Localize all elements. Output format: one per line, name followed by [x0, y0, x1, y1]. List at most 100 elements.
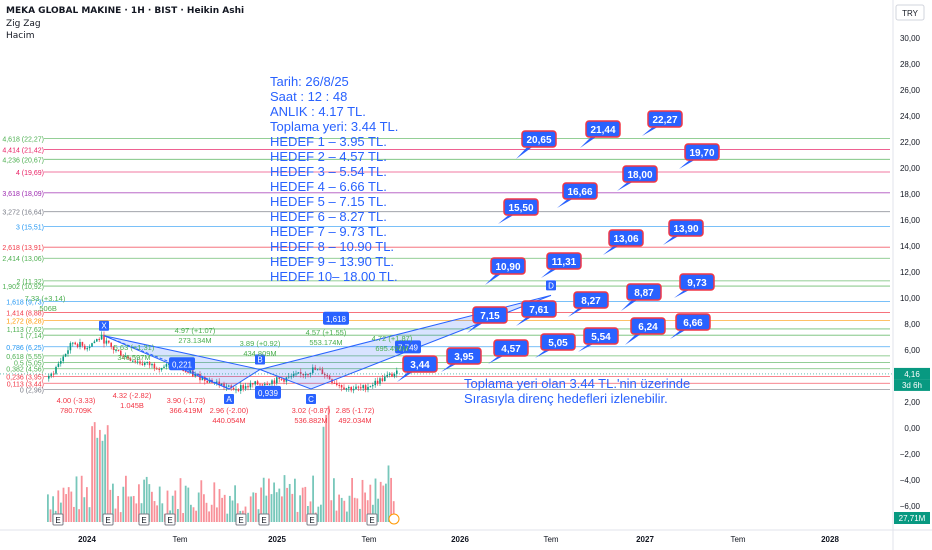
pattern-point-label: D — [548, 281, 554, 290]
candle — [321, 369, 324, 374]
volume-bar — [351, 477, 353, 522]
pattern-point-marker — [546, 280, 556, 291]
candle — [144, 363, 146, 365]
candle — [88, 346, 91, 349]
candle — [62, 356, 64, 362]
target-tag — [679, 273, 715, 291]
price-tick-label: 30,00 — [900, 34, 921, 43]
volume-bar — [86, 487, 88, 522]
volume-bar — [234, 485, 236, 522]
volume-bar — [379, 481, 382, 522]
volume-bar — [138, 484, 140, 522]
volume-bar — [73, 506, 75, 522]
earnings-marker-label: E — [55, 516, 60, 525]
volume-bar — [283, 475, 286, 522]
candle — [348, 387, 350, 389]
candle — [220, 383, 223, 386]
candle — [302, 373, 304, 376]
volume-bar — [80, 475, 83, 522]
volume-bar — [304, 486, 307, 522]
volume-bar — [132, 495, 135, 522]
volume-bar — [187, 487, 190, 522]
info-line: HEDEF 10– 18.00 TL. — [270, 269, 398, 284]
volume-bar — [343, 500, 346, 522]
target-tag-label: 21,44 — [590, 125, 615, 136]
volume-bar — [309, 501, 312, 522]
candle — [189, 370, 192, 373]
volume-bar — [260, 487, 262, 522]
fib-level-label: 0,786 (6,25) — [6, 345, 44, 352]
volume-bar — [299, 495, 301, 522]
volume-bar — [210, 504, 213, 522]
volume-bar — [348, 495, 351, 522]
info-line: Toplama yeri: 3.44 TL. — [270, 119, 398, 134]
candle — [386, 374, 388, 377]
candle — [139, 361, 141, 364]
candle — [280, 378, 283, 380]
volume-bar — [88, 507, 91, 522]
volume-bar — [166, 490, 169, 522]
candle — [242, 385, 244, 389]
volume-bar — [62, 487, 65, 522]
volume-bar — [353, 497, 356, 522]
info-line: HEDEF 4 – 6.66 TL. — [270, 179, 387, 194]
zigzag-label: 2.96 (-2.00) — [210, 406, 249, 415]
info-line: Saat : 12 : 48 — [270, 89, 347, 104]
info-line: ANLIK : 4.17 TL. — [270, 104, 366, 119]
candle — [132, 360, 134, 362]
volume-bar — [161, 503, 164, 522]
candle — [108, 340, 110, 343]
candle — [247, 386, 249, 388]
candle — [362, 385, 364, 389]
candle — [100, 334, 103, 340]
info-line: HEDEF 7 – 9.73 TL. — [270, 224, 387, 239]
fib-level-label: 3,272 (16,64) — [2, 210, 44, 217]
volume-bar — [359, 508, 361, 522]
volume-bar — [327, 405, 330, 522]
candle — [208, 379, 211, 383]
volume-badge — [894, 512, 930, 524]
zigzag-indicator-label[interactable]: Zig Zag — [6, 19, 41, 29]
volume-bar — [106, 425, 109, 522]
volume-bar — [382, 485, 385, 522]
volume-bar — [320, 504, 322, 522]
fib-level-label: 0,618 (5,55) — [6, 354, 44, 361]
pattern-ratio-box — [255, 385, 281, 399]
candle — [297, 372, 300, 374]
pattern-ratio-box — [169, 357, 195, 371]
price-tick-label: 26,00 — [900, 86, 921, 95]
volume-bar — [57, 490, 60, 522]
target-tag — [490, 257, 526, 275]
candle — [163, 366, 165, 368]
fib-level-label: 3 (15,51) — [16, 224, 44, 231]
volume-bar — [135, 503, 138, 522]
candle — [266, 383, 268, 385]
target-tag-label: 9,73 — [687, 278, 707, 289]
volume-bar — [156, 505, 158, 522]
target-tag-label: 6,24 — [638, 322, 658, 333]
candle — [60, 361, 62, 364]
volume-bar — [190, 504, 192, 522]
candle — [278, 377, 280, 379]
volume-bar — [127, 496, 130, 522]
candle — [225, 386, 228, 388]
price-tick-label: 24,00 — [900, 112, 921, 121]
volume-bar — [83, 497, 86, 522]
fib-level-label: 0,113 (3,44) — [7, 381, 44, 388]
candle — [76, 344, 79, 348]
volume-bar — [216, 507, 218, 522]
candle — [112, 346, 115, 350]
candle — [252, 383, 254, 385]
candle — [292, 373, 295, 377]
zigzag-label: 4.32 (-2.82) — [113, 391, 152, 400]
volume-indicator-label[interactable]: Hacim — [6, 31, 35, 41]
time-tick-label: 2025 — [268, 535, 286, 544]
zigzag-volume-label: 434.809M — [243, 349, 276, 358]
volume-bar — [218, 489, 221, 522]
candle — [127, 356, 129, 359]
candle — [256, 381, 259, 385]
zigzag-volume-label: 492.034M — [338, 416, 371, 425]
candle — [64, 353, 67, 357]
fib-level-label: 1,113 (7,62) — [7, 327, 44, 334]
